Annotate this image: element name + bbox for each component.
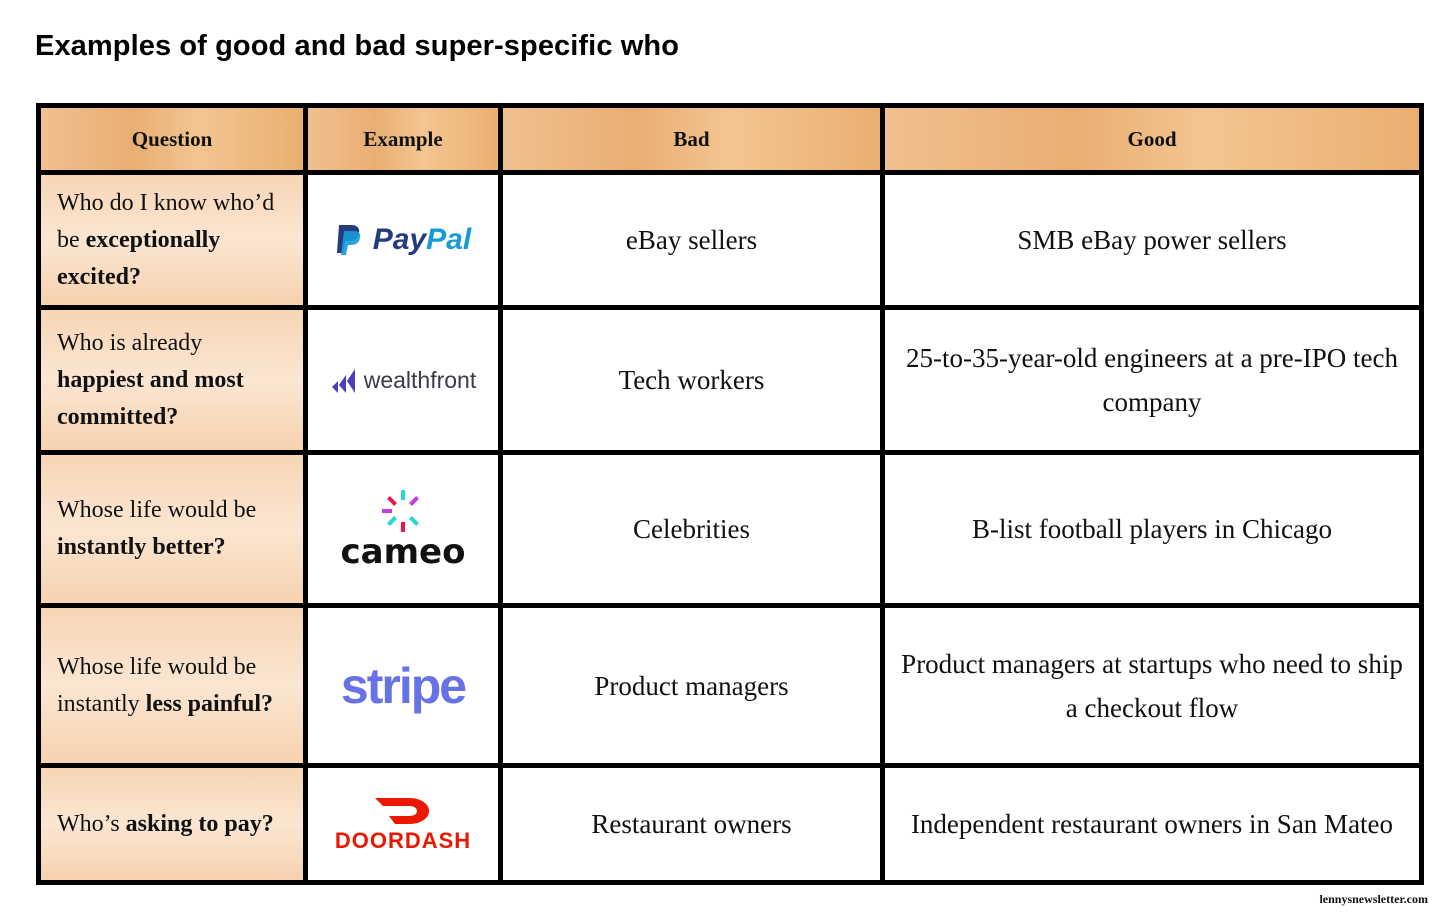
good-cell: SMB eBay power sellers: [885, 175, 1419, 305]
bad-cell: Tech workers: [503, 310, 880, 450]
question-cell: Whose life would be instantly better?: [41, 455, 303, 603]
header-example: Example: [308, 108, 498, 170]
paypal-logo: PayPal: [335, 218, 471, 262]
bad-cell: Product managers: [503, 608, 880, 763]
good-cell: B-list football players in Chicago: [885, 455, 1419, 603]
example-cell: wealthfront: [308, 310, 498, 450]
page-title: Examples of good and bad super-specific …: [35, 30, 680, 62]
paypal-icon: [336, 225, 361, 255]
cameo-logo: cameo: [340, 532, 466, 572]
doordash-logo: DOORDASH: [334, 828, 472, 853]
wealthfront-icon: [331, 369, 355, 393]
question-cell: Who do I know who’d be exceptionally exc…: [41, 175, 303, 305]
bad-cell: eBay sellers: [503, 175, 880, 305]
example-cell: cameo: [308, 455, 498, 603]
header-good: Good: [885, 108, 1419, 170]
wealthfront-logo: wealthfront: [330, 358, 476, 402]
question-cell: Who’s asking to pay?: [41, 768, 303, 880]
example-cell: PayPal: [308, 175, 498, 305]
comparison-table: Question Example Bad Good Who do I know …: [36, 103, 1424, 885]
doordash-dash-icon: [375, 798, 429, 824]
question-cell: Who is already happiest and most committ…: [41, 310, 303, 450]
source-credit: lennysnewsletter.com: [1319, 892, 1428, 906]
cameo-burst-icon: [382, 490, 419, 532]
good-cell: Independent restaurant owners in San Mat…: [885, 768, 1419, 880]
stripe-logo: stripe: [340, 657, 467, 714]
bad-cell: Celebrities: [503, 455, 880, 603]
header-bad: Bad: [503, 108, 880, 170]
bad-cell: Restaurant owners: [503, 768, 880, 880]
good-cell: Product managers at startups who need to…: [885, 608, 1419, 763]
example-cell: stripe: [308, 608, 498, 763]
question-cell: Whose life would be instantly less painf…: [41, 608, 303, 763]
good-cell: 25-to-35-year-old engineers at a pre-IPO…: [885, 310, 1419, 450]
header-question: Question: [41, 108, 303, 170]
example-cell: DOORDASH: [308, 768, 498, 880]
